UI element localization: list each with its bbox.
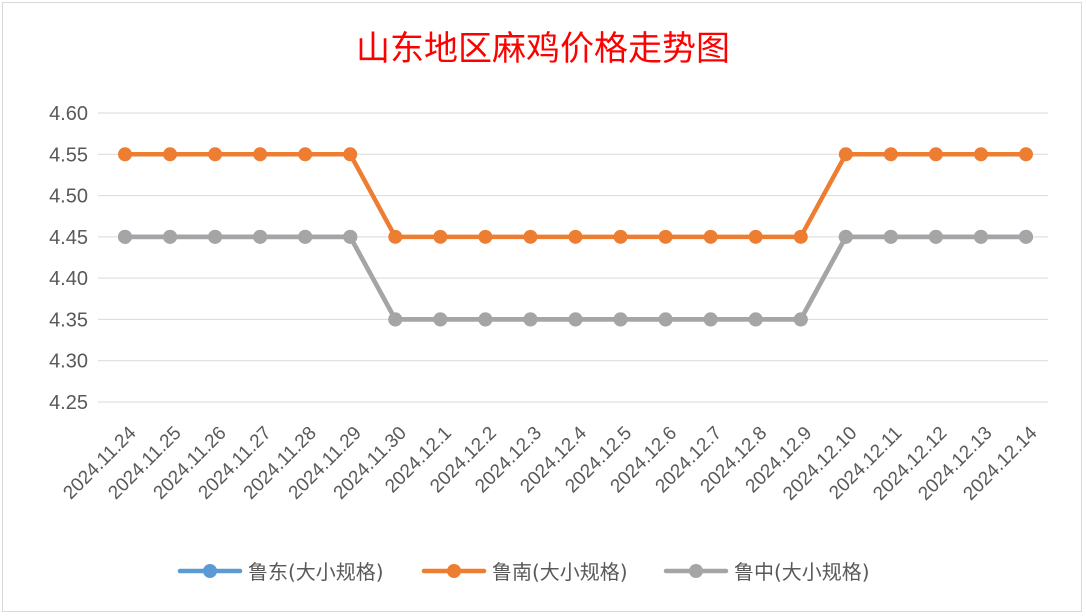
data-point bbox=[703, 312, 718, 327]
legend: 鲁东(大小规格) 鲁南(大小规格) 鲁中(大小规格) bbox=[177, 560, 870, 584]
x-axis-ticks: 2024.11.242024.11.252024.11.262024.11.27… bbox=[59, 422, 1041, 504]
legend-label: 鲁南(大小规格) bbox=[492, 560, 628, 584]
legend-marker bbox=[447, 564, 461, 578]
data-point bbox=[118, 147, 132, 162]
data-point bbox=[658, 229, 673, 244]
data-point bbox=[973, 229, 988, 244]
data-point bbox=[478, 229, 493, 244]
data-point bbox=[928, 229, 943, 244]
legend-item: 鲁南(大小规格) bbox=[421, 560, 628, 584]
data-point bbox=[343, 147, 358, 162]
data-point bbox=[208, 147, 223, 162]
data-point bbox=[208, 229, 223, 244]
data-point bbox=[793, 312, 808, 327]
data-point bbox=[253, 229, 268, 244]
data-point bbox=[703, 229, 718, 244]
y-tick-label: 4.60 bbox=[49, 103, 88, 125]
data-point bbox=[568, 312, 583, 327]
data-point bbox=[883, 229, 898, 244]
data-point bbox=[613, 312, 628, 327]
data-point bbox=[658, 312, 673, 327]
legend-marker bbox=[203, 564, 217, 578]
data-point bbox=[523, 312, 538, 327]
chart-title: 山东地区麻鸡价格走势图 bbox=[356, 29, 730, 69]
series-3 bbox=[118, 229, 1033, 327]
data-point bbox=[163, 147, 178, 162]
data-point bbox=[793, 229, 808, 244]
data-point bbox=[838, 147, 853, 162]
data-point bbox=[253, 147, 268, 162]
y-tick-label: 4.25 bbox=[49, 392, 88, 414]
legend-item: 鲁东(大小规格) bbox=[177, 560, 384, 584]
data-point bbox=[343, 229, 358, 244]
series-lines bbox=[118, 147, 1033, 327]
data-point bbox=[523, 229, 538, 244]
data-point bbox=[298, 147, 313, 162]
data-point bbox=[1019, 147, 1033, 162]
data-point bbox=[748, 312, 763, 327]
data-point bbox=[1019, 229, 1033, 244]
data-point bbox=[748, 229, 763, 244]
series-2 bbox=[118, 147, 1033, 244]
y-tick-label: 4.50 bbox=[49, 186, 88, 208]
legend-item: 鲁中(大小规格) bbox=[663, 560, 870, 584]
legend-marker bbox=[689, 564, 703, 578]
y-tick-label: 4.40 bbox=[49, 268, 88, 290]
data-point bbox=[298, 229, 313, 244]
data-point bbox=[973, 147, 988, 162]
y-axis-ticks: 4.60 4.55 4.50 4.45 4.40 4.35 4.30 4.25 bbox=[49, 103, 88, 414]
data-point bbox=[433, 229, 448, 244]
y-tick-label: 4.55 bbox=[49, 144, 88, 166]
data-point bbox=[478, 312, 493, 327]
data-point bbox=[433, 312, 448, 327]
data-point bbox=[388, 312, 403, 327]
y-tick-label: 4.45 bbox=[49, 227, 88, 249]
data-point bbox=[388, 229, 403, 244]
data-point bbox=[163, 229, 178, 244]
y-tick-label: 4.30 bbox=[49, 351, 88, 373]
data-point bbox=[568, 229, 583, 244]
legend-label: 鲁东(大小规格) bbox=[248, 560, 384, 584]
legend-label: 鲁中(大小规格) bbox=[734, 560, 870, 584]
data-point bbox=[613, 229, 628, 244]
data-point bbox=[928, 147, 943, 162]
data-point bbox=[883, 147, 898, 162]
y-tick-label: 4.35 bbox=[49, 309, 88, 331]
data-point bbox=[118, 229, 132, 244]
data-point bbox=[838, 229, 853, 244]
